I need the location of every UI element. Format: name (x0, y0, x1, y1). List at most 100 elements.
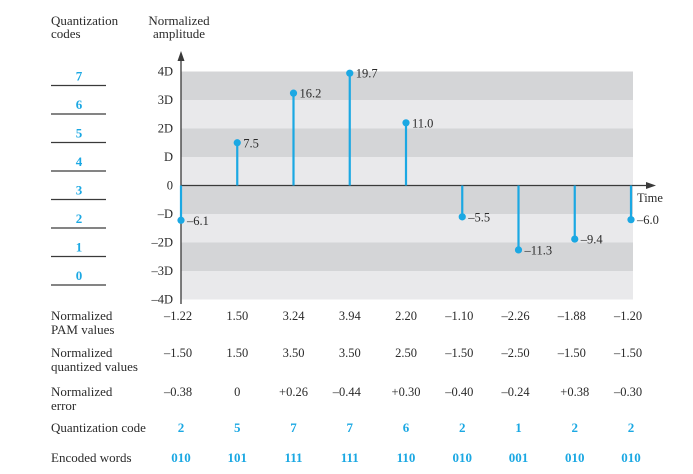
cell-error: –0.44 (332, 385, 362, 399)
code-level-label: 3 (76, 183, 83, 198)
row-label-quantized: quantized values (51, 359, 138, 374)
row-label-encoded: Encoded words (51, 450, 132, 465)
amplitude-band (181, 71, 633, 100)
cell-quantized: –2.50 (500, 346, 529, 360)
code-level-label: 2 (76, 211, 83, 226)
cell-quantized: 3.50 (339, 346, 361, 360)
row-label-pam: Normalized (51, 308, 113, 323)
y-tick-label: 2D (158, 122, 173, 136)
cell-error: +0.26 (279, 385, 308, 399)
cell-pam: 1.50 (226, 309, 248, 323)
amplitude-header-line2: amplitude (153, 26, 205, 41)
cell-pam: 3.94 (339, 309, 362, 323)
sample-value-label: –5.5 (467, 210, 490, 224)
cell-pam: –1.20 (613, 309, 642, 323)
amplitude-band (181, 271, 633, 300)
cell-pam: 2.20 (395, 309, 417, 323)
cell-code: 2 (572, 420, 579, 435)
x-axis-label: Time (637, 191, 663, 205)
sample-point (233, 139, 241, 147)
cell-code: 7 (347, 420, 354, 435)
cell-code: 6 (403, 420, 410, 435)
cell-error: +0.30 (392, 385, 421, 399)
sample-point (402, 119, 410, 127)
cell-pam: –1.88 (557, 309, 586, 323)
quantization-codes-header-line1: Quantization (51, 13, 119, 28)
cell-quantized: –1.50 (557, 346, 586, 360)
sample-point (458, 213, 466, 221)
sample-value-label: 11.0 (412, 116, 433, 130)
amplitude-band (181, 185, 633, 214)
axes: Time (177, 51, 663, 304)
amplitude-header-line1: Normalized (148, 13, 210, 28)
sample-value-label: 7.5 (243, 136, 259, 150)
y-tick-label: –2D (150, 236, 173, 250)
cell-error: –0.30 (613, 385, 642, 399)
cell-error: +0.38 (560, 385, 589, 399)
y-tick-label: 0 (167, 179, 173, 193)
cell-pam: –2.26 (500, 309, 529, 323)
cell-code: 2 (459, 420, 466, 435)
cell-encoded: 111 (284, 450, 302, 465)
cell-pam: –1.10 (444, 309, 473, 323)
cell-pam: 3.24 (283, 309, 306, 323)
y-tick-label: –4D (150, 293, 173, 307)
code-level-label: 1 (76, 240, 83, 255)
amplitude-band (181, 242, 633, 271)
row-label-code: Quantization code (51, 420, 146, 435)
row-label-error: Normalized (51, 384, 113, 399)
cell-quantized: 2.50 (395, 346, 417, 360)
y-tick-label: D (164, 150, 173, 164)
cell-quantized: –1.50 (444, 346, 473, 360)
sample-value-label: –11.3 (524, 243, 553, 257)
row-label-quantized: Normalized (51, 345, 113, 360)
cell-encoded: 001 (509, 450, 529, 465)
cell-quantized: –1.50 (613, 346, 642, 360)
cell-encoded: 111 (341, 450, 359, 465)
cell-error: 0 (234, 385, 240, 399)
y-tick-label: 3D (158, 93, 173, 107)
sample-value-label: 16.2 (300, 87, 322, 101)
cell-encoded: 110 (397, 450, 416, 465)
row-label-pam: PAM values (51, 322, 114, 337)
y-tick-label: –3D (150, 264, 173, 278)
sample-point (627, 216, 635, 224)
quantization-codes-header-line2: codes (51, 26, 81, 41)
code-level-label: 7 (76, 69, 83, 84)
sample-value-label: –6.1 (186, 214, 209, 228)
sample-point (177, 216, 185, 224)
row-label-error: error (51, 398, 77, 413)
sample-point (514, 246, 523, 254)
cell-pam: –1.22 (163, 309, 192, 323)
cell-code: 2 (178, 420, 185, 435)
cell-quantized: 3.50 (283, 346, 305, 360)
cell-error: –0.24 (500, 385, 530, 399)
code-level-label: 4 (76, 154, 83, 169)
cell-encoded: 010 (565, 450, 585, 465)
sample-value-label: –9.4 (580, 233, 604, 247)
y-axis-arrow-icon (177, 51, 185, 61)
cell-code: 5 (234, 420, 241, 435)
cell-error: –0.40 (444, 385, 473, 399)
sample-stems: –6.1 7.5 16.2 19.7 11.0 –5.5 –11.3 –9.4 –6.0 (177, 67, 659, 257)
y-tick-label: –D (157, 207, 173, 221)
cell-encoded: 101 (228, 450, 248, 465)
cell-quantized: –1.50 (163, 346, 192, 360)
cell-quantized: 1.50 (226, 346, 248, 360)
sample-point (289, 89, 298, 97)
cell-encoded: 010 (453, 450, 473, 465)
y-axis-tick-labels: 4D 3D 2D D 0 –D –2D –3D –4D (150, 65, 173, 307)
sample-value-label: 19.7 (356, 67, 378, 81)
x-axis-arrow-icon (646, 182, 656, 189)
cell-code: 2 (628, 420, 635, 435)
cell-error: –0.38 (163, 385, 192, 399)
code-level-label: 6 (76, 97, 83, 112)
sample-point (346, 69, 354, 77)
cell-code: 1 (515, 420, 522, 435)
code-level-label: 5 (76, 126, 83, 141)
code-level-label: 0 (76, 268, 83, 283)
cell-encoded: 010 (621, 450, 641, 465)
sample-point (571, 235, 579, 243)
